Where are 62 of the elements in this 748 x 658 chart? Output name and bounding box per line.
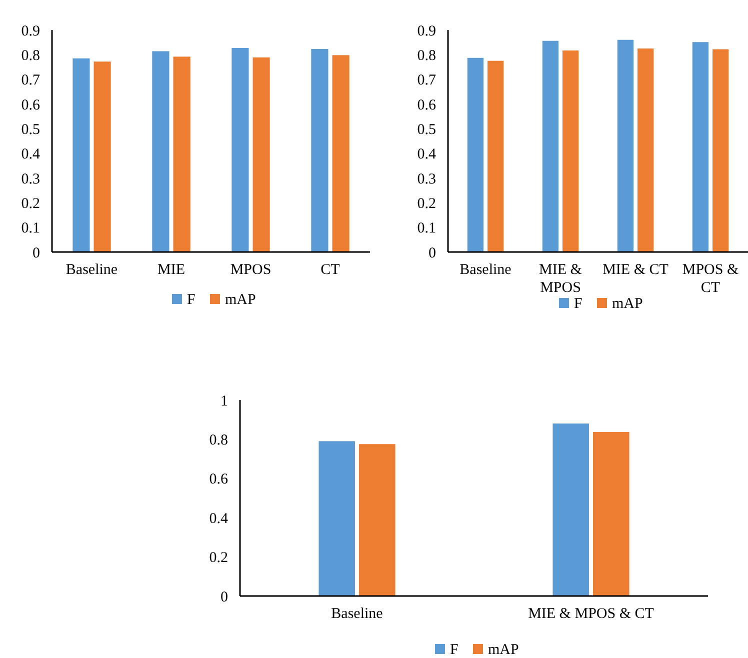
bar [94,62,111,252]
bar [72,58,90,252]
x-tick-label: CT [320,262,340,278]
y-tick-label: 0.1 [417,220,436,237]
y-tick-label: 0.2 [209,550,228,566]
y-tick-label: 0.4 [21,146,40,163]
bar [692,42,708,252]
bar [152,51,170,252]
y-tick-label: 0.9 [21,23,40,40]
bar [542,40,558,252]
bar [593,432,630,596]
legend-label: F [187,292,196,308]
y-tick-label: 0.6 [417,97,436,114]
x-tick-label: MIE & MPOS & CT [528,606,654,622]
y-tick-label: 0.7 [417,72,436,89]
y-tick-label: 0.3 [417,171,436,188]
x-tick-label: Baseline [331,606,384,622]
x-tick-label: Baseline [66,262,118,278]
x-tick-label: Baseline [460,262,512,278]
bar [617,40,634,252]
x-tick-label: MIE & CT [602,262,668,278]
y-tick-label: 0.4 [417,146,436,163]
y-tick-label: 0.8 [21,48,40,64]
y-tick-label: 0.9 [417,23,436,40]
bar [173,56,190,252]
y-tick-label: 0.2 [417,196,436,212]
y-tick-label: 0 [32,245,40,262]
y-tick-label: 0.5 [417,122,436,138]
x-tick-label: MIE & MPOS [539,262,582,296]
y-tick-label: 0.8 [417,48,436,64]
bar [712,49,729,252]
bar [562,50,579,252]
bar [552,424,589,596]
bar [311,48,328,252]
legend-label: F [450,642,458,658]
y-tick-label: 0.6 [21,97,40,114]
bar [359,444,396,596]
y-tick-label: 0 [428,245,436,262]
y-tick-label: 0.3 [21,171,40,188]
x-tick-label: MIE [158,262,185,278]
bar [252,57,270,252]
bar [488,60,504,252]
y-tick-label: 0.5 [21,122,40,138]
y-tick-label: 0.7 [21,72,40,89]
y-tick-label: 0 [220,589,228,606]
x-tick-label: MPOS [230,262,272,278]
y-tick-label: 0.6 [209,472,228,488]
y-tick-label: 0.8 [209,432,228,448]
y-tick-label: 0.1 [21,220,40,237]
y-tick-label: 0.4 [209,510,228,527]
legend-label: mAP [225,292,256,308]
legend-label: mAP [488,642,519,658]
bar [332,55,350,252]
bar [318,441,355,596]
legend-label: mAP [612,296,643,312]
y-tick-label: 1 [220,393,228,410]
y-tick-label: 0.2 [21,196,40,212]
legend-label: F [574,296,582,312]
bar [467,58,484,252]
bar [638,48,654,252]
x-tick-label: MPOS & CT [682,262,739,296]
bar [232,48,249,252]
